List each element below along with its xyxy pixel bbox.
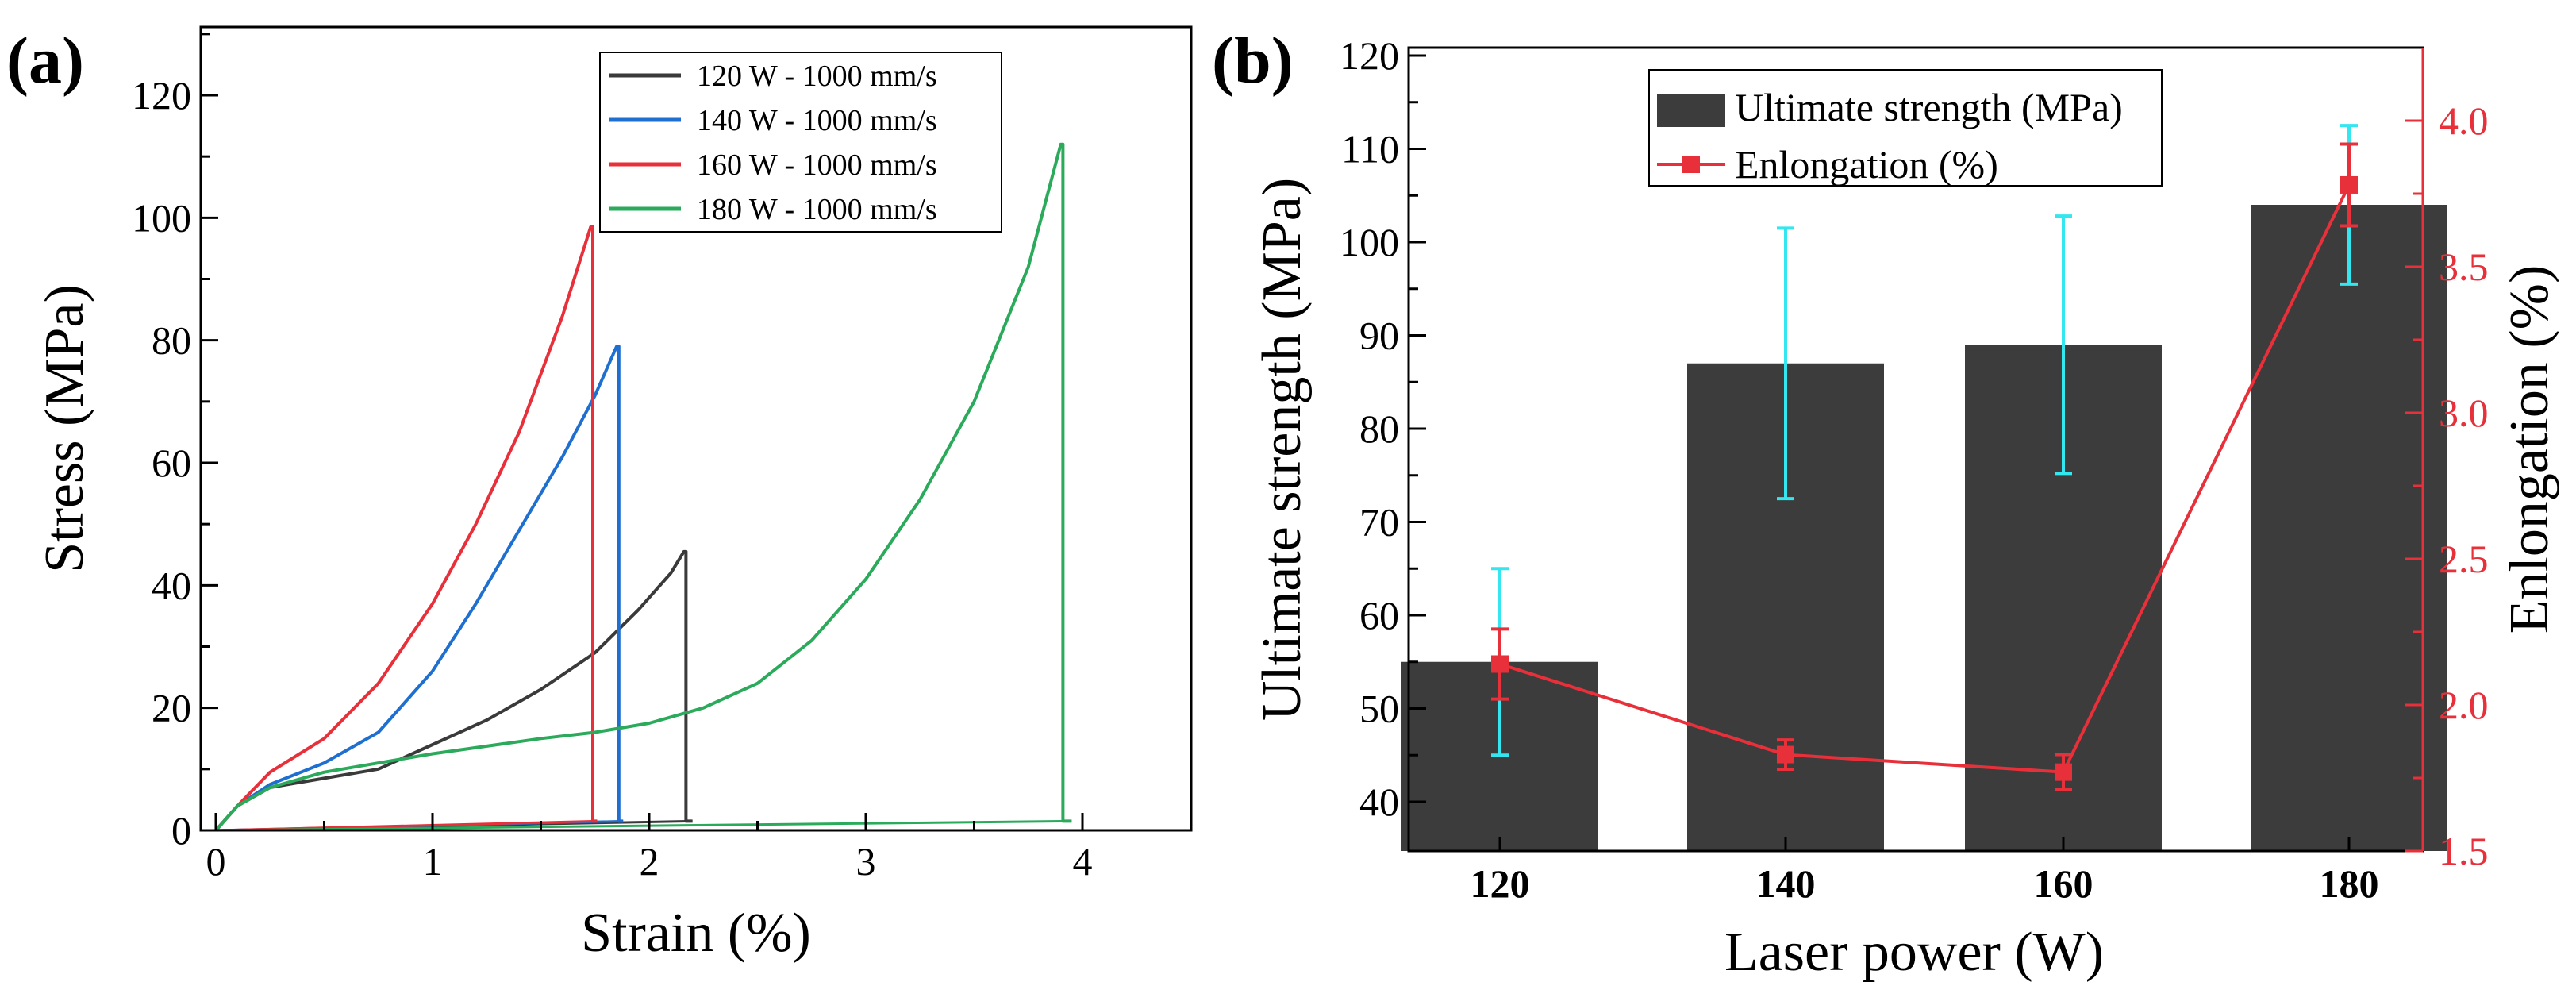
y-tick-label-a: 40 <box>152 563 191 607</box>
legend-label-120w: 120 W - 1000 mm/s <box>697 60 937 93</box>
x-tick-label-b: 160 <box>2034 861 2093 906</box>
bar-180 <box>2251 205 2447 851</box>
elongation-line-group <box>1491 142 2358 791</box>
x-tick-label-a: 4 <box>1073 839 1093 884</box>
y-axis-label-a: Stress (MPa) <box>34 284 95 573</box>
legend-label-140w: 140 W - 1000 mm/s <box>697 104 937 137</box>
series-group <box>214 142 1072 832</box>
x-tick-label-a: 0 <box>206 839 226 884</box>
stress-curve-140w <box>214 345 624 832</box>
y-tick-label-b: 110 <box>1341 127 1399 171</box>
legend-b: Ultimate strength (MPa) Enlongation (%) <box>1648 69 2163 187</box>
x-tick-label-a: 2 <box>640 839 659 884</box>
elongation-marker-140 <box>1777 745 1794 764</box>
x-tick-label-b: 180 <box>2320 861 2379 906</box>
legend-label-180w: 180 W - 1000 mm/s <box>697 193 937 226</box>
legend-label-elongation: Enlongation (%) <box>1735 142 1998 187</box>
y2-tick-label: 2.0 <box>2439 683 2489 727</box>
stress-curve-120w <box>214 549 693 832</box>
y2-tick-label: 1.5 <box>2439 829 2489 873</box>
y-tick-label-a: 0 <box>171 808 191 853</box>
axes-b: 40 50 60 70 80 90 100 110 120 1.5 2.0 2.5 3.0 3.5 4.0 1… <box>1340 33 2489 906</box>
legend-swatch-strength <box>1657 94 1725 127</box>
x-tick-label-a: 1 <box>423 839 443 884</box>
y-tick-label-b: 120 <box>1340 33 1399 78</box>
legend-box-a <box>599 52 1002 233</box>
y2-tick-label: 3.0 <box>2439 391 2489 435</box>
y-tick-label-b: 50 <box>1359 687 1399 731</box>
x-tick-label-b: 120 <box>1471 861 1530 906</box>
y-tick-label-b: 90 <box>1359 314 1399 358</box>
y-tick-label-a: 100 <box>132 195 191 240</box>
y-tick-label-a: 80 <box>152 318 191 363</box>
bars-group <box>1401 124 2447 851</box>
y-tick-label-b: 60 <box>1359 593 1399 637</box>
elongation-marker-180 <box>2340 175 2358 194</box>
y-tick-label-b: 70 <box>1359 500 1399 545</box>
y-tick-label-a: 20 <box>152 686 191 730</box>
y-tick-label-b: 40 <box>1359 780 1399 824</box>
y-axis-label-b: Ultimate strength (MPa) <box>1251 178 1313 721</box>
strength-elongation-chart: 40 50 60 70 80 90 100 110 120 1.5 2.0 2.5 3.0 3.5 4.0 1… <box>1251 33 2560 982</box>
y-tick-label-a: 120 <box>132 73 191 117</box>
y-tick-label-b: 80 <box>1359 406 1399 451</box>
plot-frame-a <box>199 25 1193 832</box>
legend-swatch-elongation-marker <box>1682 156 1700 173</box>
x-axis-label-b: Laser power (W) <box>1724 922 2104 982</box>
panel-b-label: (b) <box>1212 24 1294 98</box>
y2-tick-label: 4.0 <box>2439 98 2489 143</box>
elongation-line <box>1499 184 2351 774</box>
elongation-marker-160 <box>2055 763 2072 781</box>
legend-label-strength: Ultimate strength (MPa) <box>1735 85 2123 129</box>
stress-curve-180w <box>214 142 1072 832</box>
legend-label-160w: 160 W - 1000 mm/s <box>697 148 937 182</box>
y-tick-label-b: 100 <box>1340 220 1399 264</box>
baseline-180w <box>215 819 1072 832</box>
panel-a-label: (a) <box>6 24 84 98</box>
y2-tick-label: 3.5 <box>2439 245 2489 289</box>
y2-tick-label: 2.5 <box>2439 537 2489 581</box>
y2-axis-label-b: Enlongation (%) <box>2499 265 2560 634</box>
x-axis-label-a: Strain (%) <box>581 903 811 964</box>
y-tick-label-a: 60 <box>152 441 191 485</box>
legend-box-b <box>1648 69 2163 187</box>
x-tick-label-b: 140 <box>1756 861 1816 906</box>
x-tick-label-a: 3 <box>856 839 876 884</box>
elongation-marker-120 <box>1491 655 1509 673</box>
legend-a: 120 W - 1000 mm/s 140 W - 1000 mm/s 160 … <box>599 52 1002 233</box>
stress-curve-160w <box>214 225 598 832</box>
